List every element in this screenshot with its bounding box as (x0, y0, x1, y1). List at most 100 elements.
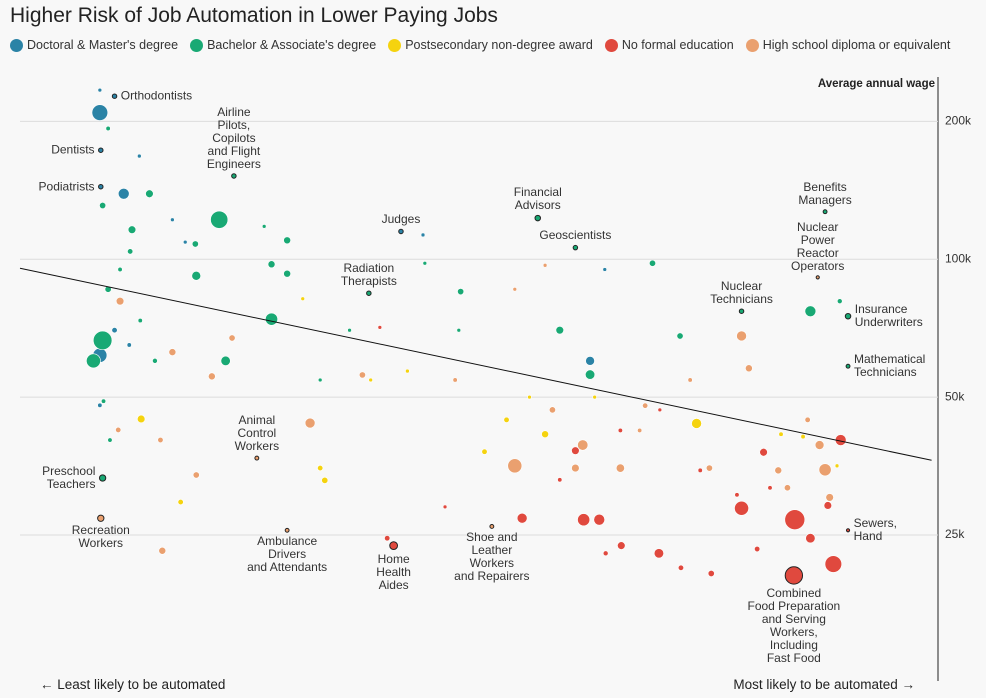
data-point (317, 377, 323, 383)
data-point (676, 332, 684, 340)
data-point (168, 348, 177, 356)
data-point (321, 476, 329, 484)
data-point (420, 232, 426, 238)
data-point (97, 87, 103, 93)
data-point (593, 513, 606, 526)
data-point (117, 266, 123, 272)
data-point (602, 550, 609, 557)
data-point (738, 308, 745, 314)
data-point (592, 394, 597, 400)
point-label: Animal Control Workers (234, 413, 280, 454)
data-point (754, 545, 761, 553)
legend-swatch (10, 38, 23, 52)
data-point (572, 244, 579, 251)
legend: Doctoral & Master's degree Bachelor & Ass… (10, 38, 950, 52)
point-label: Geoscientists (539, 228, 612, 243)
data-point (86, 353, 101, 369)
point-label: Judges (381, 212, 421, 227)
data-point (845, 528, 851, 533)
data-point (456, 327, 462, 333)
point-label: Nuclear Power Reactor Operators (791, 219, 845, 273)
data-point (389, 541, 398, 551)
data-point (825, 493, 834, 502)
data-point (805, 533, 816, 544)
data-point (170, 217, 175, 222)
point-label: Home Health Aides (376, 551, 411, 592)
data-point (183, 239, 188, 245)
legend-label: No formal education (621, 38, 734, 52)
data-point (191, 271, 202, 281)
data-point (283, 269, 291, 278)
data-point (542, 263, 548, 268)
data-point (283, 236, 291, 245)
data-point (481, 448, 488, 455)
data-point (571, 446, 580, 455)
data-point (422, 261, 428, 266)
data-point (759, 448, 768, 457)
data-point (585, 356, 595, 366)
data-point (653, 548, 664, 559)
data-point (457, 288, 465, 296)
y-tick-label: 25k (945, 527, 965, 541)
data-point (823, 501, 833, 510)
data-point (697, 467, 703, 473)
data-point (734, 500, 749, 516)
data-point (111, 93, 118, 99)
data-point (91, 104, 109, 121)
data-point (99, 202, 107, 210)
data-point (557, 477, 563, 483)
data-point (265, 312, 278, 326)
data-point (512, 287, 518, 292)
data-point (818, 463, 832, 477)
data-point (127, 225, 137, 234)
data-point (127, 248, 134, 255)
legend-item: No formal education (604, 38, 734, 52)
data-point (507, 458, 523, 474)
x-axis-label-left: ← Least likely to be automated (40, 677, 226, 692)
legend-item: Bachelor & Associate's degree (190, 38, 376, 52)
data-point (778, 431, 784, 437)
data-point (745, 364, 753, 373)
data-point (534, 214, 541, 222)
data-point (836, 298, 843, 304)
data-point (98, 474, 107, 482)
data-point (571, 463, 580, 473)
data-point (845, 363, 851, 369)
point-label: Shoe and Leather Workers and Repairers (454, 530, 530, 584)
x-axis-label-right: Most likely to be automated → (733, 677, 915, 692)
trend-line (19, 267, 932, 461)
data-point (548, 406, 556, 414)
data-point (804, 416, 811, 423)
data-point (541, 430, 549, 439)
data-point (384, 535, 391, 542)
data-point (804, 305, 817, 318)
point-label: Preschool Teachers (42, 463, 96, 491)
legend-swatch (190, 38, 204, 52)
data-point (300, 296, 305, 301)
data-point (115, 297, 125, 306)
data-point (691, 418, 702, 429)
data-point (92, 330, 113, 351)
data-point (210, 210, 229, 229)
data-point (191, 240, 199, 248)
data-point (231, 173, 237, 179)
data-point (615, 463, 625, 473)
data-point (822, 209, 828, 215)
data-point (707, 570, 715, 577)
data-point (844, 312, 852, 320)
data-point (158, 546, 167, 555)
data-point (767, 485, 773, 491)
data-point (814, 440, 825, 450)
data-point (705, 464, 713, 472)
data-point (317, 465, 324, 472)
data-point (815, 275, 820, 280)
data-point (366, 290, 372, 296)
data-point (137, 414, 146, 424)
data-point (177, 499, 184, 506)
data-point (602, 267, 608, 272)
legend-label: High school diploma or equivalent (762, 38, 951, 52)
data-point (97, 402, 103, 408)
data-point (208, 372, 216, 381)
legend-label: Postsecondary non-degree award (405, 38, 593, 52)
